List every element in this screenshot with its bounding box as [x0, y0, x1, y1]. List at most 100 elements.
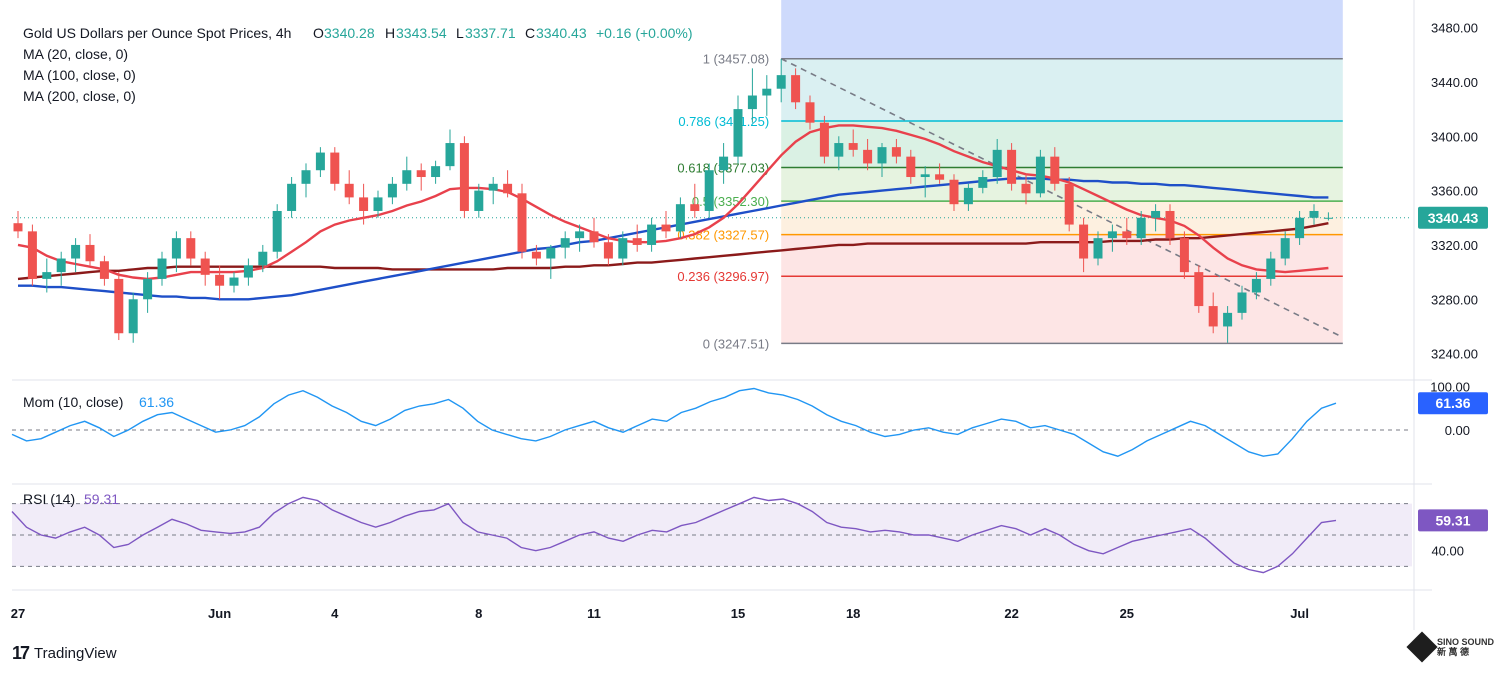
trend-line[interactable] — [780, 58, 1344, 339]
candle-down — [848, 143, 858, 150]
time-tick-label: 8 — [475, 606, 482, 621]
rsi-label: RSI (14) — [23, 491, 75, 507]
footer-brand[interactable]: 17 TradingView — [12, 640, 117, 666]
candle-up — [56, 258, 66, 273]
time-tick-label: 11 — [587, 606, 601, 621]
candle-down — [935, 174, 945, 180]
watermark-line2: 新 萬 德 — [1436, 647, 1469, 657]
candle-up — [704, 170, 714, 211]
candle-down — [186, 238, 196, 259]
time-tick-label: Jul — [1290, 606, 1309, 621]
time-tick-label: Jun — [208, 606, 231, 621]
price-axis[interactable]: 3480.00 3440.00 3400.00 3360.00 3320.00 3280.… — [1418, 21, 1488, 559]
candle-down — [589, 231, 599, 243]
time-tick-label: 4 — [331, 606, 339, 621]
fib-zone-top — [781, 0, 1343, 59]
price-tick-label: 3240.00 — [1431, 347, 1478, 362]
candle-up — [387, 183, 397, 198]
candle-down — [531, 251, 541, 259]
time-axis[interactable]: 27 Jun 4 8 11 15 18 22 25 Jul — [11, 606, 1309, 621]
candle-up — [42, 272, 52, 279]
candle-down — [1050, 156, 1060, 184]
last-price-badge — [1418, 206, 1488, 229]
candle-up — [834, 143, 844, 157]
candle-down — [1122, 231, 1132, 239]
candle-up — [1309, 210, 1319, 218]
candle-up — [171, 238, 181, 259]
rsi-value-badge-text: 59.31 — [1435, 512, 1470, 528]
low-value: 3337.71 — [465, 25, 516, 41]
candle-down — [359, 197, 369, 211]
candle-up — [675, 204, 685, 232]
candle-down — [416, 170, 426, 178]
candle-down — [85, 244, 95, 262]
candle-down — [330, 152, 340, 184]
candle-down — [200, 258, 210, 275]
last-price-badge-text: 3340.43 — [1428, 210, 1479, 226]
candle-up — [560, 238, 570, 248]
rsi-value-badge — [1418, 509, 1488, 532]
ma200-legend: MA (200, close, 0) — [23, 88, 136, 104]
moving-averages — [17, 124, 1329, 301]
candle-up — [647, 224, 657, 245]
candle-down — [517, 193, 527, 252]
candle-down — [1165, 210, 1175, 239]
candle-up — [157, 258, 167, 279]
candle-down — [1064, 183, 1074, 225]
candle-up — [301, 170, 311, 184]
ma20-line — [17, 124, 1329, 281]
candle-up — [488, 183, 498, 191]
candle-down — [1179, 238, 1189, 273]
candle-down — [1208, 306, 1218, 327]
candle-up — [258, 251, 268, 266]
momentum-value: 61.36 — [139, 394, 174, 410]
time-tick-label: 15 — [731, 606, 745, 621]
candle-up — [1151, 210, 1161, 218]
fib-level-label: 1 (3457.08) — [703, 52, 770, 67]
candle-up — [1323, 217, 1333, 219]
open-label: O — [313, 25, 324, 41]
symbol-title: Gold US Dollars per Ounce Spot Prices, 4… — [23, 25, 291, 41]
fib-level-label: 0 (3247.51) — [703, 336, 770, 351]
candle-up — [474, 190, 484, 211]
fib-zone — [781, 201, 1343, 235]
watermark-text: SINO SOUND 新 萬 德 — [1437, 637, 1494, 657]
time-tick-label: 18 — [846, 606, 860, 621]
candle-down — [215, 274, 225, 286]
candle-up — [978, 177, 988, 188]
candle-up — [747, 95, 757, 110]
candle-up — [445, 143, 455, 167]
candle-down — [949, 179, 959, 205]
candle-down — [114, 278, 124, 334]
fib-zone — [781, 120, 1343, 168]
price-tick-label: 3280.00 — [1431, 292, 1478, 307]
candle-up — [719, 156, 729, 171]
candle-up — [877, 147, 887, 164]
candle-up — [315, 152, 325, 171]
candle-up — [71, 244, 81, 259]
candle-up — [1266, 258, 1276, 279]
candle-up — [963, 187, 973, 205]
candle-down — [791, 75, 801, 103]
candle-down — [603, 242, 613, 259]
close-value: 3340.43 — [536, 25, 587, 41]
candle-up — [992, 149, 1002, 178]
tradingview-brand: TradingView — [34, 644, 117, 662]
candle-up — [1251, 278, 1261, 293]
candle-down — [661, 224, 671, 232]
ma20-legend: MA (20, close, 0) — [23, 46, 128, 62]
candle-up — [272, 210, 282, 252]
time-tick-label: 22 — [1004, 606, 1018, 621]
candle-down — [344, 183, 354, 198]
candle-up — [402, 170, 412, 184]
candle-up — [143, 278, 153, 300]
ma100-legend: MA (100, close, 0) — [23, 67, 136, 83]
momentum-line — [11, 387, 1337, 457]
dashed-trend-line — [780, 58, 1344, 339]
fibonacci-retracement[interactable]: 1 (3457.08)0.786 (3411.25)0.618 (3377.03… — [677, 0, 1343, 351]
candle-down — [13, 223, 23, 232]
fib-zone — [781, 276, 1343, 344]
candle-down — [1007, 149, 1017, 184]
candle-down — [906, 156, 916, 178]
